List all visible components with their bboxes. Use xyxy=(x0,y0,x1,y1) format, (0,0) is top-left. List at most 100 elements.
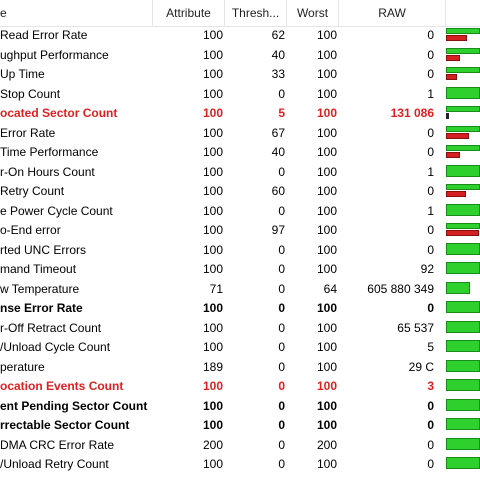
attribute-name: rted UNC Errors xyxy=(0,242,87,257)
raw-value: 0 xyxy=(427,223,434,237)
table-row[interactable]: Stop Count 100 0 100 1 xyxy=(0,85,480,105)
attribute-name: ughput Performance xyxy=(0,47,109,62)
raw-value: 131 086 xyxy=(390,106,434,120)
table-header: e Attribute Thresh... Worst RAW xyxy=(0,0,480,27)
attribute-name: Stop Count xyxy=(0,86,61,101)
worst-value: 100 xyxy=(316,242,337,257)
health-bar-value xyxy=(446,457,480,469)
attribute-name: /Unload Retry Count xyxy=(0,457,109,471)
threshold-value: 0 xyxy=(278,301,285,315)
attribute-name: ocated Sector Count xyxy=(0,106,118,120)
health-bar-value xyxy=(446,106,480,112)
table-row[interactable]: ocation Events Count 100 0 100 3 xyxy=(0,377,480,397)
worst-value: 100 xyxy=(316,86,337,101)
health-bar-value xyxy=(446,184,480,190)
raw-value: 3 xyxy=(427,379,434,393)
worst-value: 100 xyxy=(316,320,337,335)
health-bar xyxy=(446,359,480,374)
table-row[interactable]: r-On Hours Count 100 0 100 1 xyxy=(0,163,480,183)
table-row[interactable]: /Unload Retry Count 100 0 100 0 xyxy=(0,455,480,475)
health-bar xyxy=(446,418,480,432)
table-row[interactable]: ent Pending Sector Count 100 0 100 0 xyxy=(0,397,480,417)
health-bar-value xyxy=(446,379,480,391)
raw-value: 0 xyxy=(427,398,434,413)
threshold-value: 0 xyxy=(278,242,285,257)
attribute-name: Retry Count xyxy=(0,184,65,198)
health-bar xyxy=(446,301,480,315)
attribute-value: 100 xyxy=(202,320,223,335)
attribute-value: 100 xyxy=(202,86,223,101)
health-bar-value xyxy=(446,242,480,255)
column-header-attribute[interactable]: Attribute xyxy=(153,0,225,26)
health-bar-threshold xyxy=(446,230,479,236)
column-header-raw[interactable]: RAW xyxy=(339,0,446,26)
attribute-value: 100 xyxy=(202,223,223,237)
worst-value: 100 xyxy=(316,67,337,81)
attribute-name: ent Pending Sector Count xyxy=(0,398,148,413)
threshold-value: 60 xyxy=(271,184,285,198)
attribute-value: 100 xyxy=(202,379,223,393)
threshold-value: 33 xyxy=(271,67,285,81)
table-row[interactable]: ughput Performance 100 40 100 0 xyxy=(0,46,480,66)
threshold-value: 0 xyxy=(278,379,285,393)
column-header-threshold[interactable]: Thresh... xyxy=(225,0,287,26)
table-row[interactable]: Time Performance 100 40 100 0 xyxy=(0,143,480,163)
attribute-value: 189 xyxy=(202,359,223,374)
health-bar-value xyxy=(446,86,480,99)
table-row[interactable]: DMA CRC Error Rate 200 0 200 0 xyxy=(0,436,480,456)
raw-value: 0 xyxy=(427,67,434,81)
raw-value: 605 880 349 xyxy=(367,281,434,296)
worst-value: 100 xyxy=(316,223,337,237)
table-row[interactable]: Read Error Rate 100 62 100 0 xyxy=(0,26,480,46)
table-row[interactable]: o-End error 100 97 100 0 xyxy=(0,221,480,241)
worst-value: 100 xyxy=(316,47,337,62)
table-row[interactable]: Error Rate 100 67 100 0 xyxy=(0,124,480,144)
table-row[interactable]: nse Error Rate 100 0 100 0 xyxy=(0,299,480,319)
raw-value: 0 xyxy=(427,47,434,62)
table-row[interactable]: Retry Count 100 60 100 0 xyxy=(0,182,480,202)
health-bar-value xyxy=(446,398,480,411)
table-row[interactable]: Up Time 100 33 100 0 xyxy=(0,65,480,85)
raw-value: 0 xyxy=(427,301,434,315)
table-row[interactable]: rted UNC Errors 100 0 100 0 xyxy=(0,241,480,261)
health-bar-threshold xyxy=(446,132,469,139)
raw-value: 0 xyxy=(427,145,434,159)
threshold-value: 0 xyxy=(278,203,285,218)
health-bar-value xyxy=(446,125,480,132)
health-bar-value xyxy=(446,223,480,229)
threshold-value: 0 xyxy=(278,86,285,101)
health-bar-value xyxy=(446,262,480,274)
health-bar-threshold xyxy=(446,152,460,158)
attribute-name: Error Rate xyxy=(0,125,56,140)
table-row[interactable]: rrectable Sector Count 100 0 100 0 xyxy=(0,416,480,436)
health-bar-value xyxy=(446,67,480,73)
attribute-name: nse Error Rate xyxy=(0,301,83,315)
threshold-value: 62 xyxy=(271,28,285,42)
table-row[interactable]: e Power Cycle Count 100 0 100 1 xyxy=(0,202,480,222)
health-bar xyxy=(446,379,480,393)
column-header-health[interactable] xyxy=(446,0,480,26)
worst-value: 100 xyxy=(316,379,337,393)
table-row[interactable]: w Temperature 71 0 64 605 880 349 xyxy=(0,280,480,300)
table-row[interactable]: /Unload Cycle Count 100 0 100 5 xyxy=(0,338,480,358)
table-row[interactable]: perature 189 0 100 29 C xyxy=(0,358,480,378)
table-row[interactable]: ocated Sector Count 100 5 100 131 086 xyxy=(0,104,480,124)
column-header-name[interactable]: e xyxy=(0,0,153,26)
health-bar-value xyxy=(446,320,480,333)
health-bar-threshold xyxy=(446,35,467,41)
attribute-value: 100 xyxy=(202,28,223,42)
worst-value: 200 xyxy=(316,437,337,452)
attribute-name: e Power Cycle Count xyxy=(0,203,113,218)
health-bar xyxy=(446,398,480,413)
table-row[interactable]: r-Off Retract Count 100 0 100 65 537 xyxy=(0,319,480,339)
worst-value: 100 xyxy=(316,398,337,413)
attribute-value: 100 xyxy=(202,457,223,471)
threshold-value: 0 xyxy=(278,418,285,432)
column-header-worst[interactable]: Worst xyxy=(287,0,339,26)
attribute-name: mand Timeout xyxy=(0,262,77,276)
raw-value: 1 xyxy=(427,203,434,218)
health-bar xyxy=(446,106,480,120)
table-row[interactable]: mand Timeout 100 0 100 92 xyxy=(0,260,480,280)
health-bar xyxy=(446,47,480,62)
health-bar-value xyxy=(446,359,480,372)
